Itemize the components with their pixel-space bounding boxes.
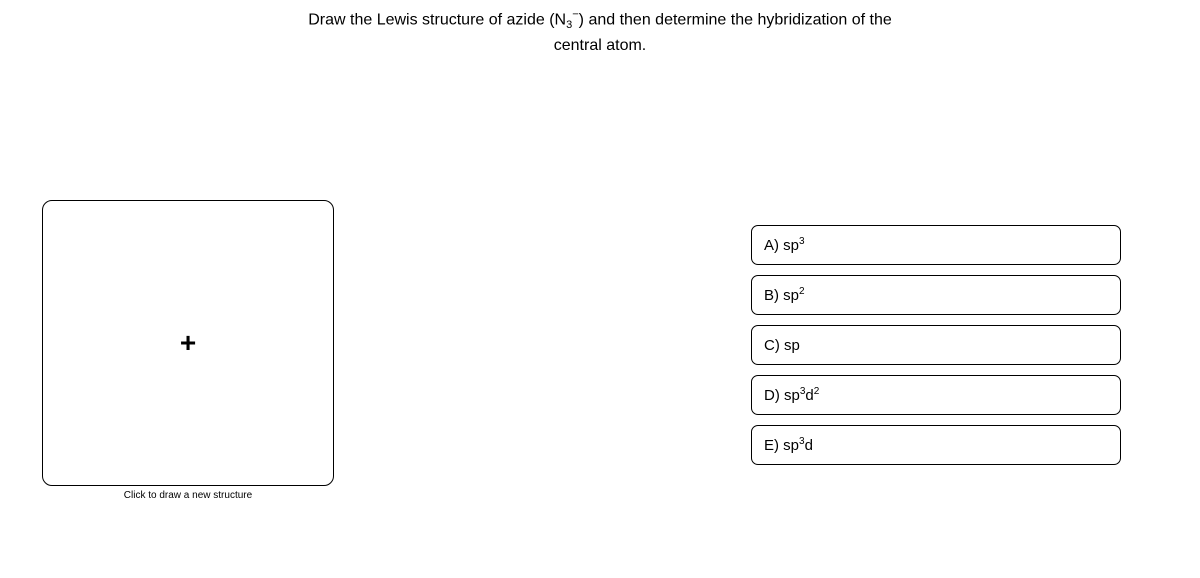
- option-a-label: A) sp3: [764, 236, 805, 254]
- option-c-button[interactable]: C) sp: [751, 325, 1121, 365]
- option-a-button[interactable]: A) sp3: [751, 225, 1121, 265]
- question-line1-pre: Draw the Lewis structure of azide (N: [308, 11, 566, 28]
- draw-structure-box[interactable]: +: [42, 200, 334, 486]
- option-b-button[interactable]: B) sp2: [751, 275, 1121, 315]
- answer-options: A) sp3 B) sp2 C) sp D) sp3d2 E) sp3d: [751, 225, 1121, 465]
- question-line1-post: ) and then determine the hybridization o…: [579, 11, 892, 28]
- question-line2: central atom.: [0, 34, 1200, 57]
- formula-subscript: 3: [566, 20, 572, 32]
- option-e-label: E) sp3d: [764, 436, 813, 454]
- question-prompt: Draw the Lewis structure of azide (N3−) …: [0, 8, 1200, 58]
- drawbox-container: + Click to draw a new structure: [42, 200, 334, 501]
- plus-icon: +: [180, 329, 196, 357]
- option-d-label: D) sp3d2: [764, 386, 819, 404]
- drawbox-caption: Click to draw a new structure: [42, 490, 334, 501]
- option-c-label: C) sp: [764, 336, 800, 354]
- option-b-label: B) sp2: [764, 286, 805, 304]
- formula: 3−: [566, 11, 579, 28]
- option-d-button[interactable]: D) sp3d2: [751, 375, 1121, 415]
- option-e-button[interactable]: E) sp3d: [751, 425, 1121, 465]
